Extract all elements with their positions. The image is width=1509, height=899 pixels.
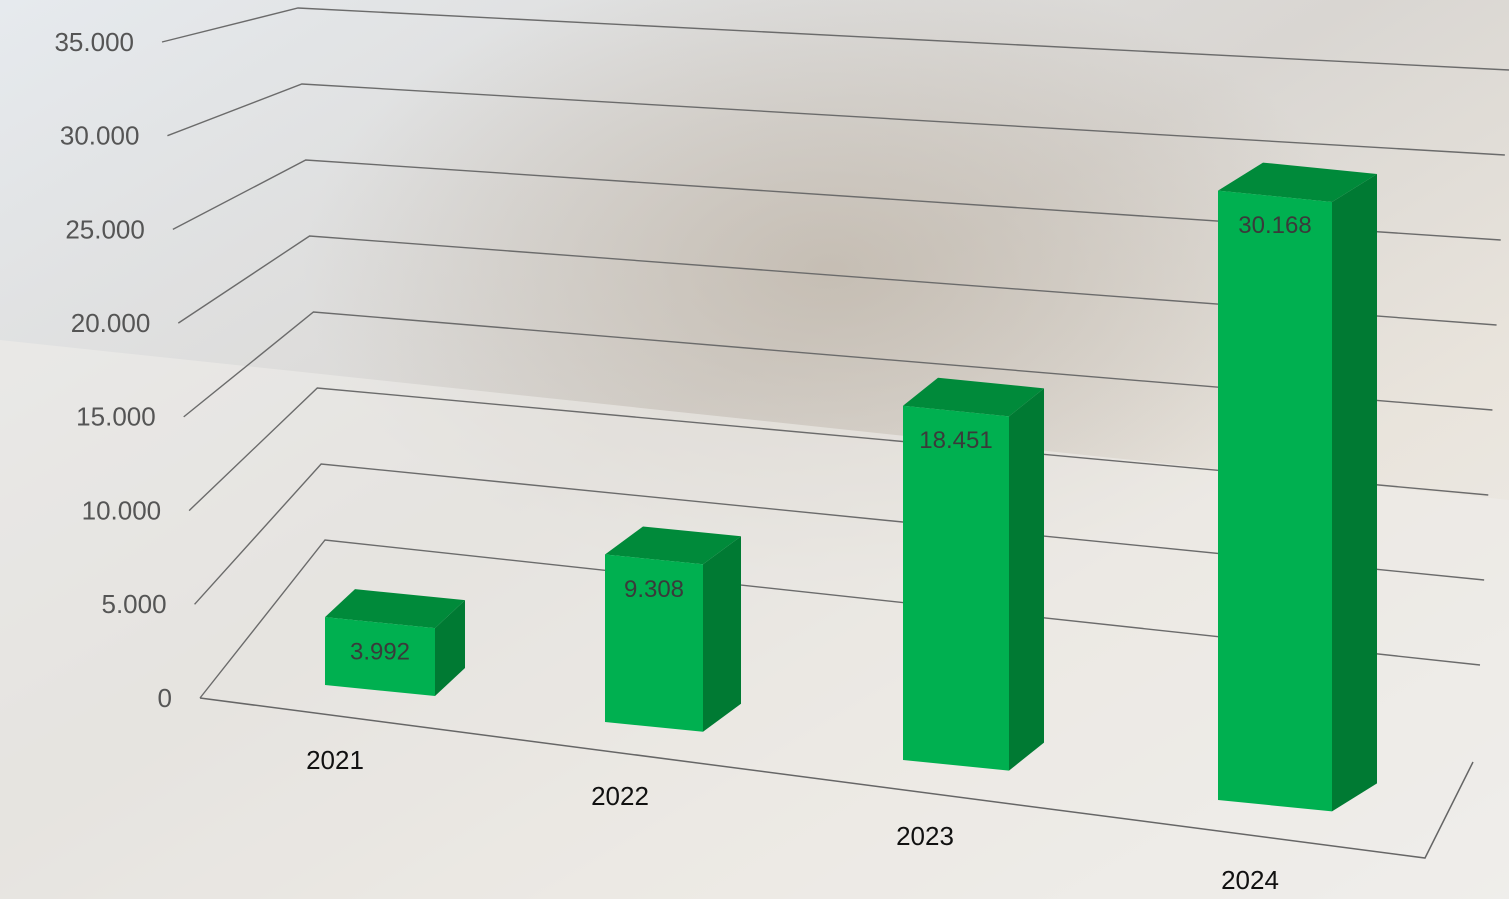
y-tick-label: 5.000 (101, 589, 166, 619)
value-label: 9.308 (624, 576, 684, 603)
bar (1218, 163, 1377, 812)
y-tick-label: 35.000 (54, 27, 134, 57)
y-tick-label: 25.000 (65, 214, 145, 244)
bar (605, 526, 741, 731)
x-tick-label: 2022 (591, 781, 649, 811)
bar-side (1009, 388, 1044, 770)
y-tick-label: 30.000 (60, 121, 140, 151)
x-tick-label: 2024 (1221, 865, 1279, 895)
bar-front (1218, 191, 1332, 812)
x-tick-label: 2021 (306, 745, 364, 775)
value-label: 18.451 (919, 427, 992, 454)
value-label: 30.168 (1238, 212, 1311, 239)
y-tick-label: 10.000 (82, 495, 162, 525)
y-tick-label: 20.000 (71, 308, 151, 338)
value-label: 3.992 (350, 638, 410, 665)
bar-front (903, 406, 1009, 771)
bar-side (1332, 174, 1377, 811)
x-tick-label: 2023 (896, 821, 954, 851)
y-tick-label: 15.000 (76, 402, 156, 432)
bar-side (703, 536, 741, 732)
y-tick-label: 0 (158, 683, 172, 713)
chart: 0 5.000 10.000 15.000 20.000 25.000 30.000 35.0… (0, 0, 1509, 899)
